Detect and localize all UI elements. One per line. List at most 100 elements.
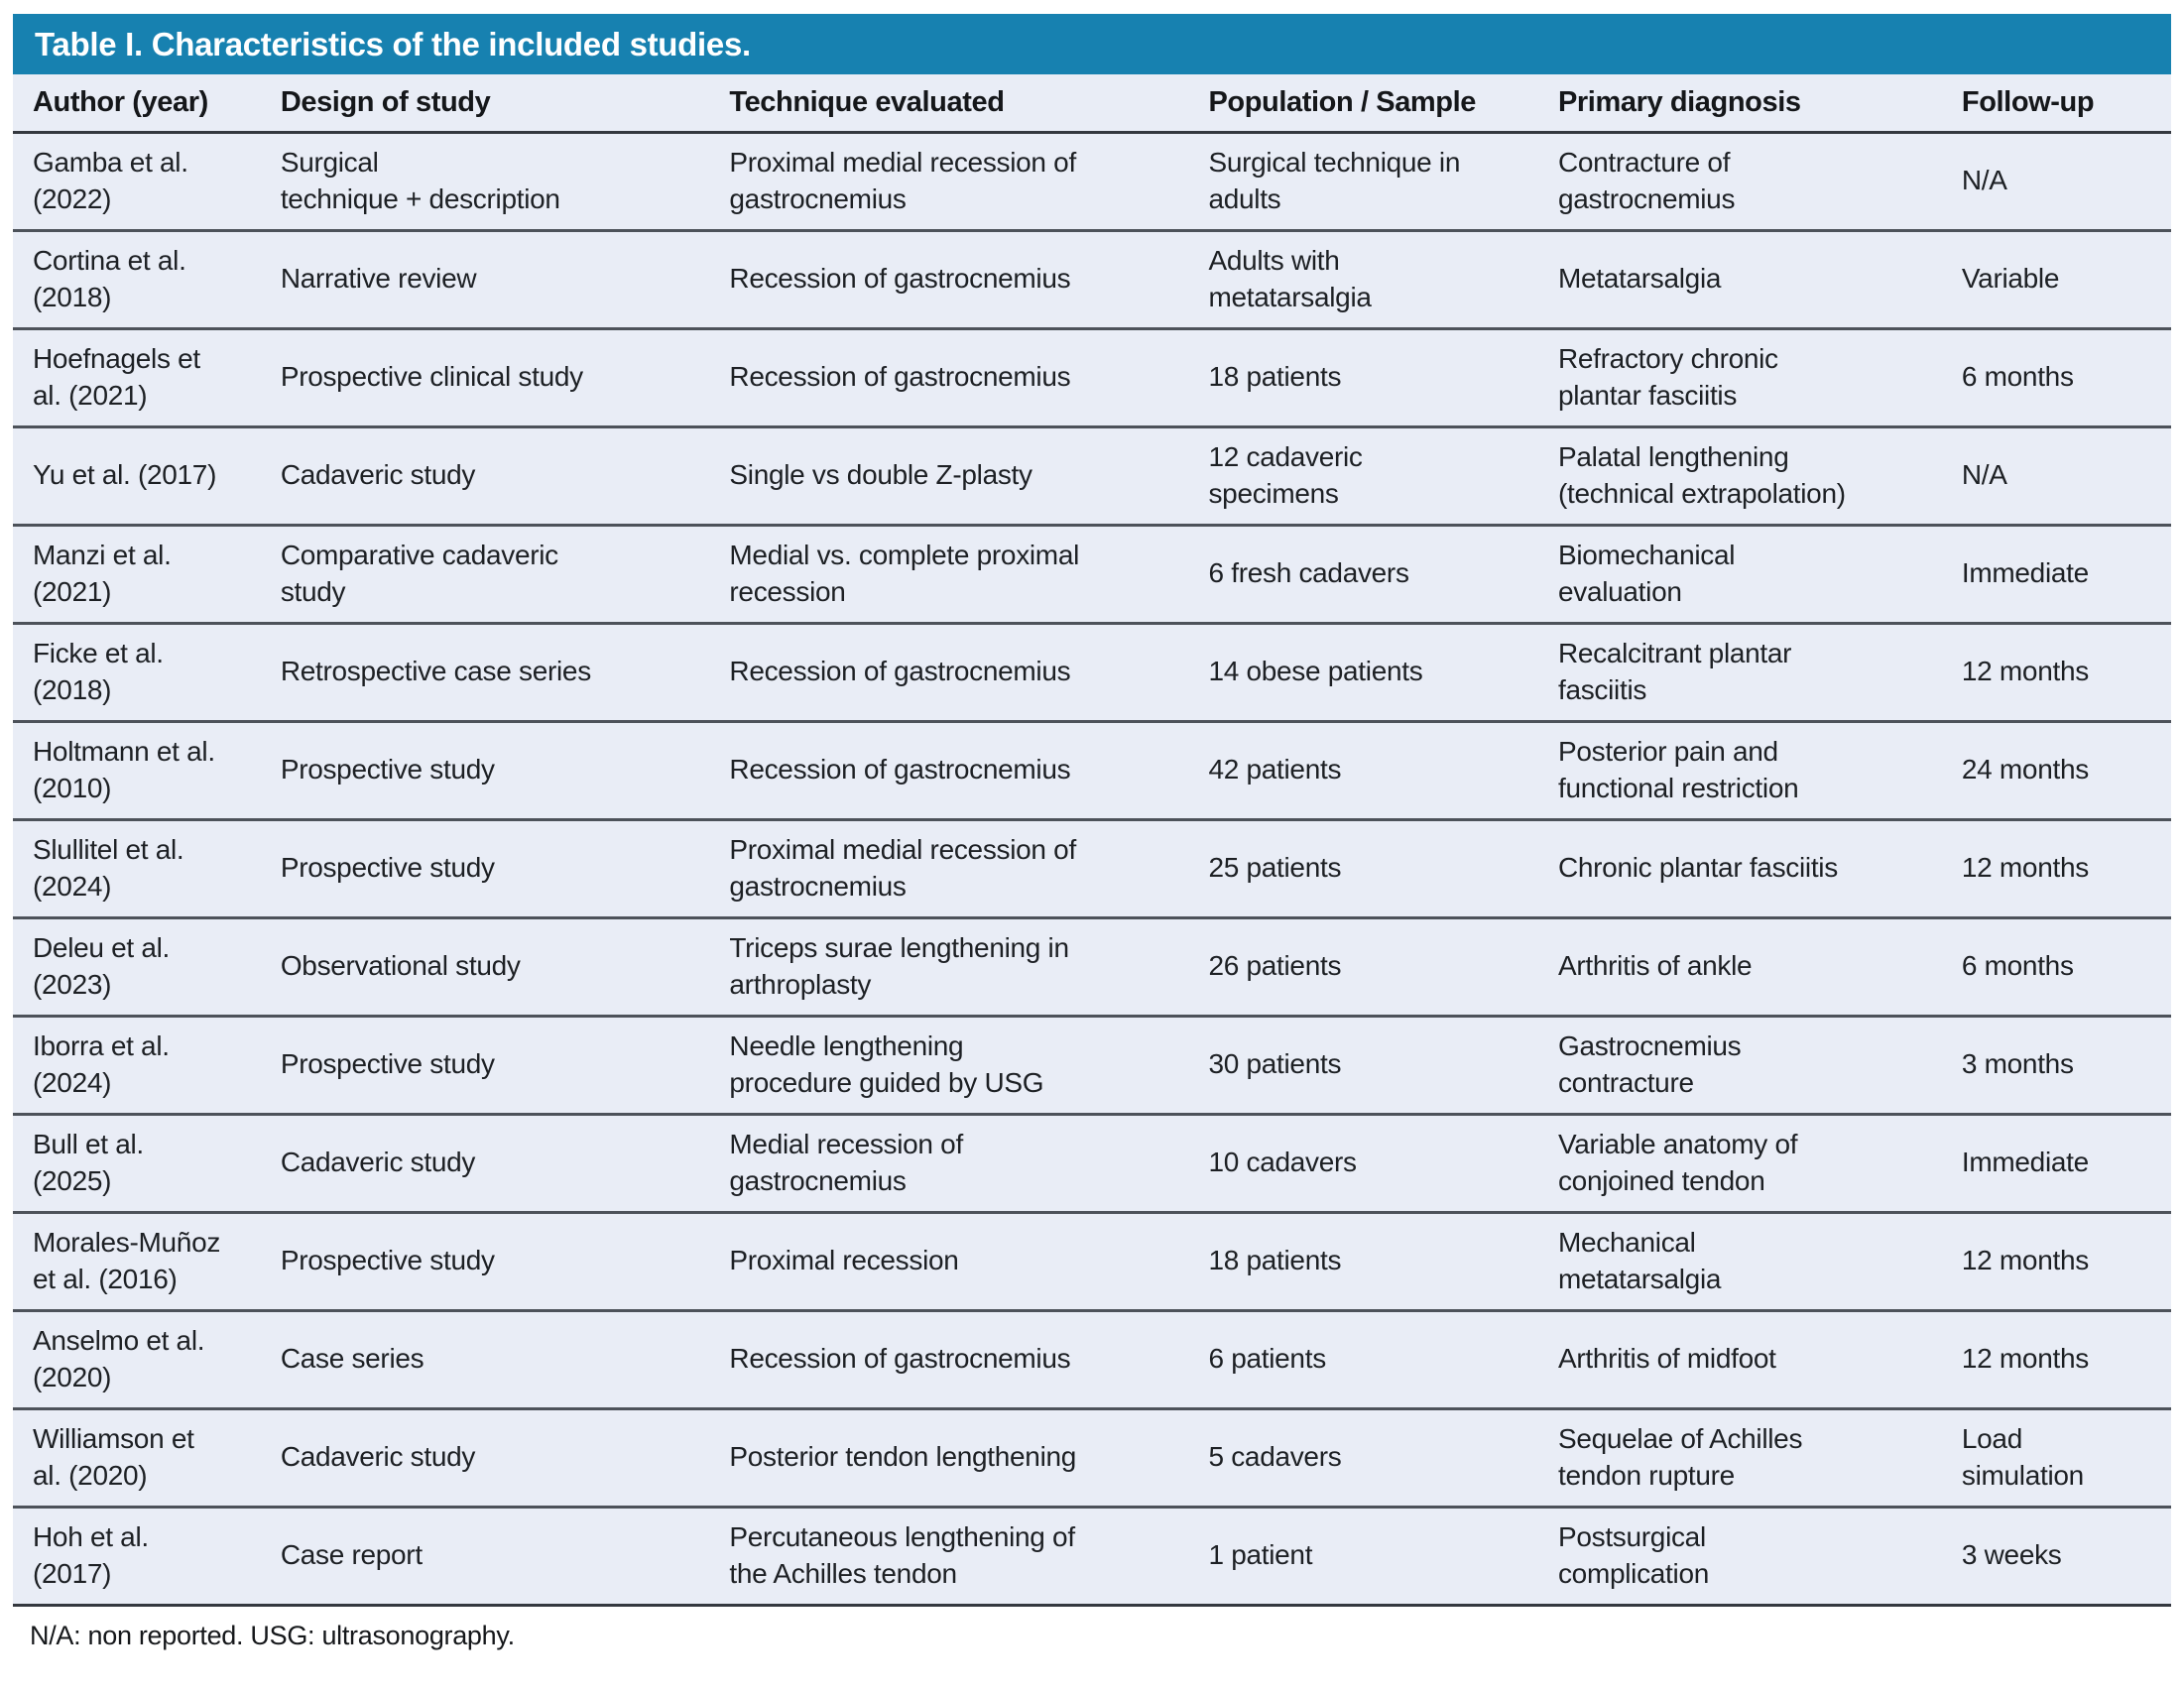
table-cell: Retrospective case series — [280, 623, 730, 723]
table-cell: Surgical technique in adults — [1208, 132, 1558, 232]
table-cell: Percutaneous lengthening of the Achilles… — [729, 1507, 1209, 1607]
table-cell: Gamba et al. (2022) — [13, 132, 281, 232]
table-cell: Posterior pain and functional restrictio… — [1557, 721, 1962, 821]
table-cell: Bull et al. (2025) — [13, 1114, 281, 1214]
table-cell: Biomechanical evaluation — [1557, 525, 1962, 625]
table-cell: Arthritis of ankle — [1557, 917, 1962, 1018]
column-header-population-sample: Population / Sample — [1208, 74, 1558, 134]
table-cell: Morales-Muñoz et al. (2016) — [13, 1212, 281, 1312]
table-cell: Hoh et al. (2017) — [13, 1507, 281, 1607]
table-cell: Prospective clinical study — [280, 328, 730, 428]
table-cell: Medial vs. complete proximal recession — [729, 525, 1209, 625]
table-cell: Proximal medial recession of gastrocnemi… — [729, 819, 1209, 919]
table-cell: Arthritis of midfoot — [1557, 1310, 1962, 1410]
table-row: Williamson et al. (2020) Cadaveric study P… — [13, 1408, 2171, 1509]
table-cell: Variable — [1961, 230, 2171, 330]
table-cell: 12 months — [1961, 623, 2171, 723]
table-cell: Palatal lengthening (technical extrapola… — [1557, 426, 1962, 527]
table-row: Slullitel et al. (2024) Prospective study… — [13, 819, 2171, 919]
table-cell: Surgical technique + description — [280, 132, 730, 232]
table-cell: Metatarsalgia — [1557, 230, 1962, 330]
table-cell: 12 months — [1961, 1310, 2171, 1410]
table-cell: 25 patients — [1208, 819, 1558, 919]
table-cell: Needle lengthening procedure guided by U… — [729, 1016, 1209, 1116]
table-cell: Prospective study — [280, 1212, 730, 1312]
column-header-design-of-study: Design of study — [280, 74, 730, 134]
table-cell: Recession of gastrocnemius — [729, 1310, 1209, 1410]
table-row: Iborra et al. (2024) Prospective study Nee… — [13, 1016, 2171, 1116]
table-cell: Contracture of gastrocnemius — [1557, 132, 1962, 232]
table-cell: Triceps surae lengthening in arthroplast… — [729, 917, 1209, 1018]
table-cell: Posterior tendon lengthening — [729, 1408, 1209, 1509]
table-cell: 18 patients — [1208, 1212, 1558, 1312]
table-cell: 30 patients — [1208, 1016, 1558, 1116]
table-cell: Immediate — [1961, 1114, 2171, 1214]
table-cell: Recession of gastrocnemius — [729, 721, 1209, 821]
table-cell: Yu et al. (2017) — [13, 426, 281, 527]
table-cell: 42 patients — [1208, 721, 1558, 821]
table-cell: Recession of gastrocnemius — [729, 230, 1209, 330]
table-cell: 5 cadavers — [1208, 1408, 1558, 1509]
table-cell: Single vs double Z-plasty — [729, 426, 1209, 527]
table-cell: Holtmann et al. (2010) — [13, 721, 281, 821]
column-header-technique-evaluated: Technique evaluated — [729, 74, 1209, 134]
table-row: Holtmann et al. (2010) Prospective study R… — [13, 721, 2171, 821]
table-cell: Medial recession of gastrocnemius — [729, 1114, 1209, 1214]
table-cell: Case report — [280, 1507, 730, 1607]
table-cell: Chronic plantar fasciitis — [1557, 819, 1962, 919]
table-cell: Comparative cadaveric study — [280, 525, 730, 625]
column-header-follow-up: Follow-up — [1961, 74, 2171, 134]
table-cell: 24 months — [1961, 721, 2171, 821]
table-row: Hoefnagels et al. (2021) Prospective clin… — [13, 328, 2171, 428]
table-row: Gamba et al. (2022) Surgical technique + … — [13, 132, 2171, 232]
table-cell: Slullitel et al. (2024) — [13, 819, 281, 919]
table-row: Anselmo et al. (2020) Case series Recessio… — [13, 1310, 2171, 1410]
table-cell: Immediate — [1961, 525, 2171, 625]
table-cell: 18 patients — [1208, 328, 1558, 428]
table-cell: N/A — [1961, 426, 2171, 527]
table-cell: 10 cadavers — [1208, 1114, 1558, 1214]
table-cell: Mechanical metatarsalgia — [1557, 1212, 1962, 1312]
table-cell: 6 months — [1961, 328, 2171, 428]
studies-table: Author (year) Design of study Technique … — [13, 74, 2171, 1607]
table-cell: Proximal recession — [729, 1212, 1209, 1312]
table-footnote: N/A: non reported. USG: ultrasonography. — [30, 1620, 515, 1650]
table-cell: Case series — [280, 1310, 730, 1410]
table-cell: Iborra et al. (2024) — [13, 1016, 281, 1116]
table-cell: Ficke et al. (2018) — [13, 623, 281, 723]
table-cell: Hoefnagels et al. (2021) — [13, 328, 281, 428]
table-row: Cortina et al. (2018) Narrative review Rec… — [13, 230, 2171, 330]
table-cell: Load simulation — [1961, 1408, 2171, 1509]
table-cell: 3 months — [1961, 1016, 2171, 1116]
table-cell: 14 obese patients — [1208, 623, 1558, 723]
table-cell: Gastrocnemius contracture — [1557, 1016, 1962, 1116]
table-title-bar: Table I. Characteristics of the included… — [13, 14, 2171, 74]
table-cell: Variable anatomy of conjoined tendon — [1557, 1114, 1962, 1214]
table-cell: Williamson et al. (2020) — [13, 1408, 281, 1509]
table-row: Yu et al. (2017) Cadaveric study Single vs… — [13, 426, 2171, 527]
table-cell: N/A — [1961, 132, 2171, 232]
table-cell: 26 patients — [1208, 917, 1558, 1018]
table-cell: Refractory chronic plantar fasciitis — [1557, 328, 1962, 428]
table-cell: 6 patients — [1208, 1310, 1558, 1410]
table-cell: Recalcitrant plantar fasciitis — [1557, 623, 1962, 723]
table-cell: Sequelae of Achilles tendon rupture — [1557, 1408, 1962, 1509]
table-cell: Postsurgical complication — [1557, 1507, 1962, 1607]
table-row: Hoh et al. (2017) Case report Percutaneous… — [13, 1507, 2171, 1607]
table-cell: Cadaveric study — [280, 426, 730, 527]
table-cell: 6 fresh cadavers — [1208, 525, 1558, 625]
table-cell: Prospective study — [280, 721, 730, 821]
table-cell: 6 months — [1961, 917, 2171, 1018]
column-header-primary-diagnosis: Primary diagnosis — [1557, 74, 1962, 134]
column-header-author-year: Author (year) — [13, 74, 281, 134]
table-cell: 12 months — [1961, 819, 2171, 919]
table-cell: 1 patient — [1208, 1507, 1558, 1607]
table-row: Deleu et al. (2023) Observational study Tr… — [13, 917, 2171, 1018]
table-cell: Anselmo et al. (2020) — [13, 1310, 281, 1410]
table-cell: Deleu et al. (2023) — [13, 917, 281, 1018]
table-cell: 3 weeks — [1961, 1507, 2171, 1607]
table-cell: Narrative review — [280, 230, 730, 330]
table-row: Ficke et al. (2018) Retrospective case se… — [13, 623, 2171, 723]
table-cell: Recession of gastrocnemius — [729, 328, 1209, 428]
